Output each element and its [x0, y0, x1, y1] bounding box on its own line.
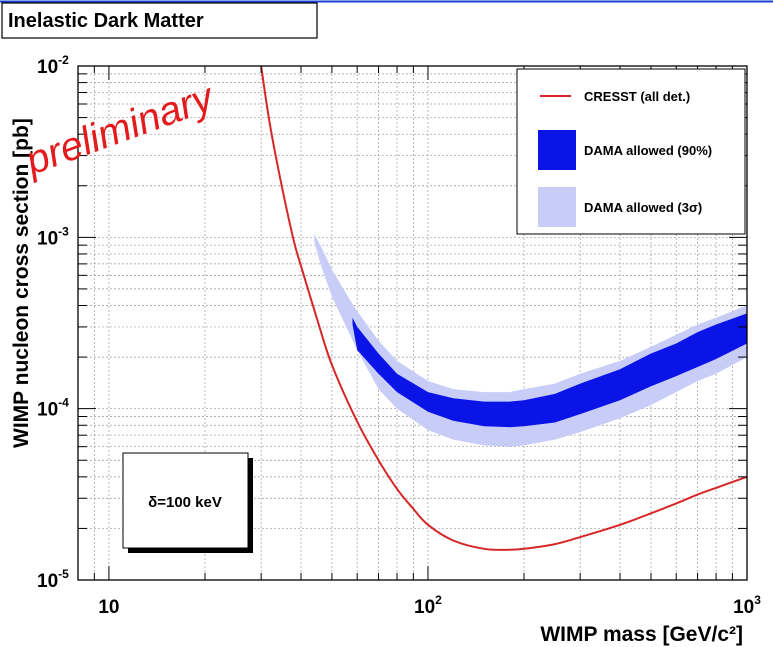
y-axis-title: WIMP nucleon cross section [pb] [10, 118, 33, 448]
y-tick-label: 10-3 [37, 224, 69, 249]
x-axis-title: WIMP mass [GeV/c²] [540, 623, 743, 646]
annotation-box [122, 452, 249, 549]
title-box [1, 2, 318, 39]
y-tick-label: 10-4 [37, 396, 69, 421]
band-dama-allowed-90- [352, 313, 747, 428]
series-line-cresst [260, 65, 748, 551]
plot-frame [77, 65, 748, 581]
x-tick-label: 103 [733, 593, 761, 618]
legend-label-cresst: CRESST (all det.) [584, 89, 690, 104]
cresst-curve [260, 65, 748, 551]
legend-label-dama-3sigma: DAMA allowed (3σ) [584, 200, 702, 215]
annotation-text: δ=100 keV [148, 494, 222, 511]
dama-bands [314, 233, 747, 447]
chart-title: Inelastic Dark Matter [8, 10, 204, 32]
legend-swatch-dama-90 [538, 130, 576, 170]
delta-annotation: δ=100 keV [122, 452, 253, 553]
x-tick-label: 102 [414, 593, 442, 618]
y-tick-label: 10-2 [37, 53, 69, 78]
legend-label-dama-90: DAMA allowed (90%) [584, 143, 712, 158]
legend-swatch-dama-3sigma [538, 187, 576, 227]
legend: CRESST (all det.) DAMA allowed (90%) DAM… [516, 68, 746, 235]
x-tick-label: 10 [98, 597, 119, 618]
y-tick-label: 10-5 [37, 567, 69, 592]
